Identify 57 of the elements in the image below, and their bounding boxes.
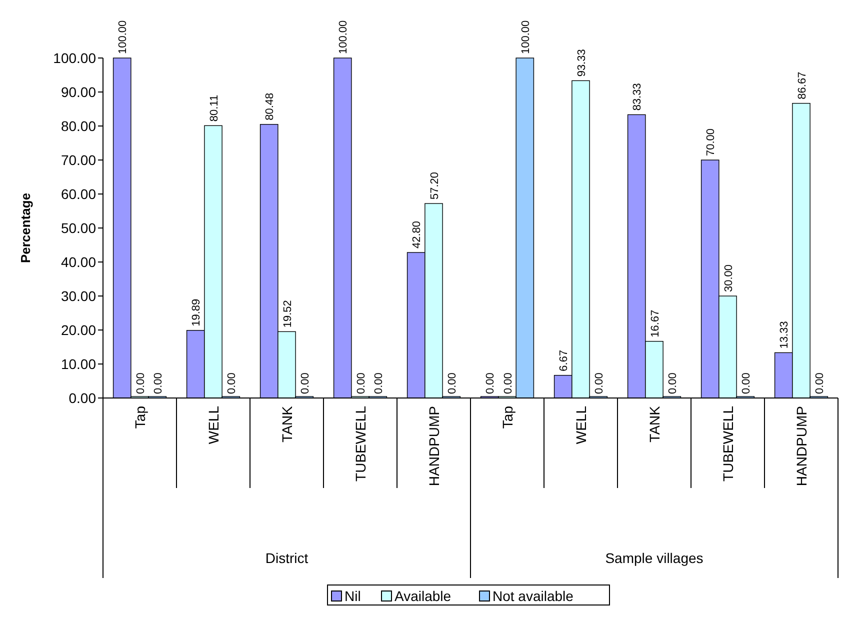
legend-label: Available: [394, 588, 452, 604]
data-label: 86.67: [796, 72, 808, 100]
data-label: 0.00: [593, 372, 606, 394]
data-label: 0.00: [152, 372, 164, 394]
y-tick-label: 10.00: [60, 356, 96, 372]
x-tick-label: HANDPUMP: [793, 406, 810, 486]
data-label: 0.00: [134, 372, 147, 394]
y-tick-label: 70.00: [60, 152, 96, 168]
data-label: 0.00: [484, 372, 497, 394]
data-label: 0.00: [446, 372, 458, 394]
data-label: 19.89: [190, 298, 203, 326]
x-tick-label: WELL: [205, 406, 222, 444]
y-tick-label: 20.00: [60, 322, 96, 338]
x-tick-label: Tap: [132, 406, 148, 429]
y-tick-label: 80.00: [60, 118, 96, 134]
text: Sample villages: [605, 550, 704, 566]
y-tick-label: 90.00: [60, 84, 96, 100]
x-tick-label: TANK: [278, 405, 295, 442]
y-tick-label: 40.00: [60, 254, 96, 270]
data-label: 0.00: [740, 372, 752, 394]
x-tick-label: TUBEWELL: [352, 406, 368, 482]
y-tick-label: 100.00: [53, 50, 96, 66]
y-axis-title: Percentage: [18, 192, 33, 264]
data-label: 0.00: [355, 372, 368, 394]
data-label: 0.00: [299, 372, 312, 394]
data-label: 57.20: [428, 172, 441, 200]
legend-label: Not available: [492, 588, 574, 604]
y-tick-label: 60.00: [60, 186, 96, 202]
data-label: 80.11: [208, 94, 220, 122]
data-label: 80.48: [264, 92, 276, 120]
y-tick-label: 0.00: [68, 390, 96, 406]
data-label: 19.52: [282, 300, 294, 328]
data-label: 30.00: [722, 264, 735, 292]
data-label: 100.00: [117, 20, 130, 54]
y-tick-label: 30.00: [60, 288, 96, 304]
data-label: 42.80: [411, 220, 424, 248]
x-tick-label: HANDPUMP: [426, 406, 442, 486]
y-tick-label: 50.00: [60, 220, 96, 236]
data-label: 70.00: [705, 128, 718, 156]
x-tick-label: WELL: [572, 406, 589, 444]
x-tick-label: Tap: [499, 406, 516, 429]
data-label: 16.67: [649, 310, 662, 338]
data-label: 0.00: [502, 372, 514, 394]
text: District: [265, 550, 308, 566]
x-tick-label: TANK: [646, 405, 662, 442]
data-label: 13.33: [778, 321, 791, 349]
data-label: 83.33: [632, 83, 644, 111]
x-tick-label: TUBEWELL: [720, 406, 736, 482]
data-label: 0.00: [372, 372, 385, 394]
data-label: 100.00: [338, 20, 350, 54]
data-label: 0.00: [666, 372, 679, 394]
legend-label: Nil: [344, 588, 361, 604]
data-label: 6.67: [558, 350, 570, 372]
data-label: 0.00: [814, 372, 826, 394]
data-label: 100.00: [520, 20, 532, 54]
data-label: 0.00: [226, 372, 238, 394]
data-label: 93.33: [576, 49, 588, 77]
